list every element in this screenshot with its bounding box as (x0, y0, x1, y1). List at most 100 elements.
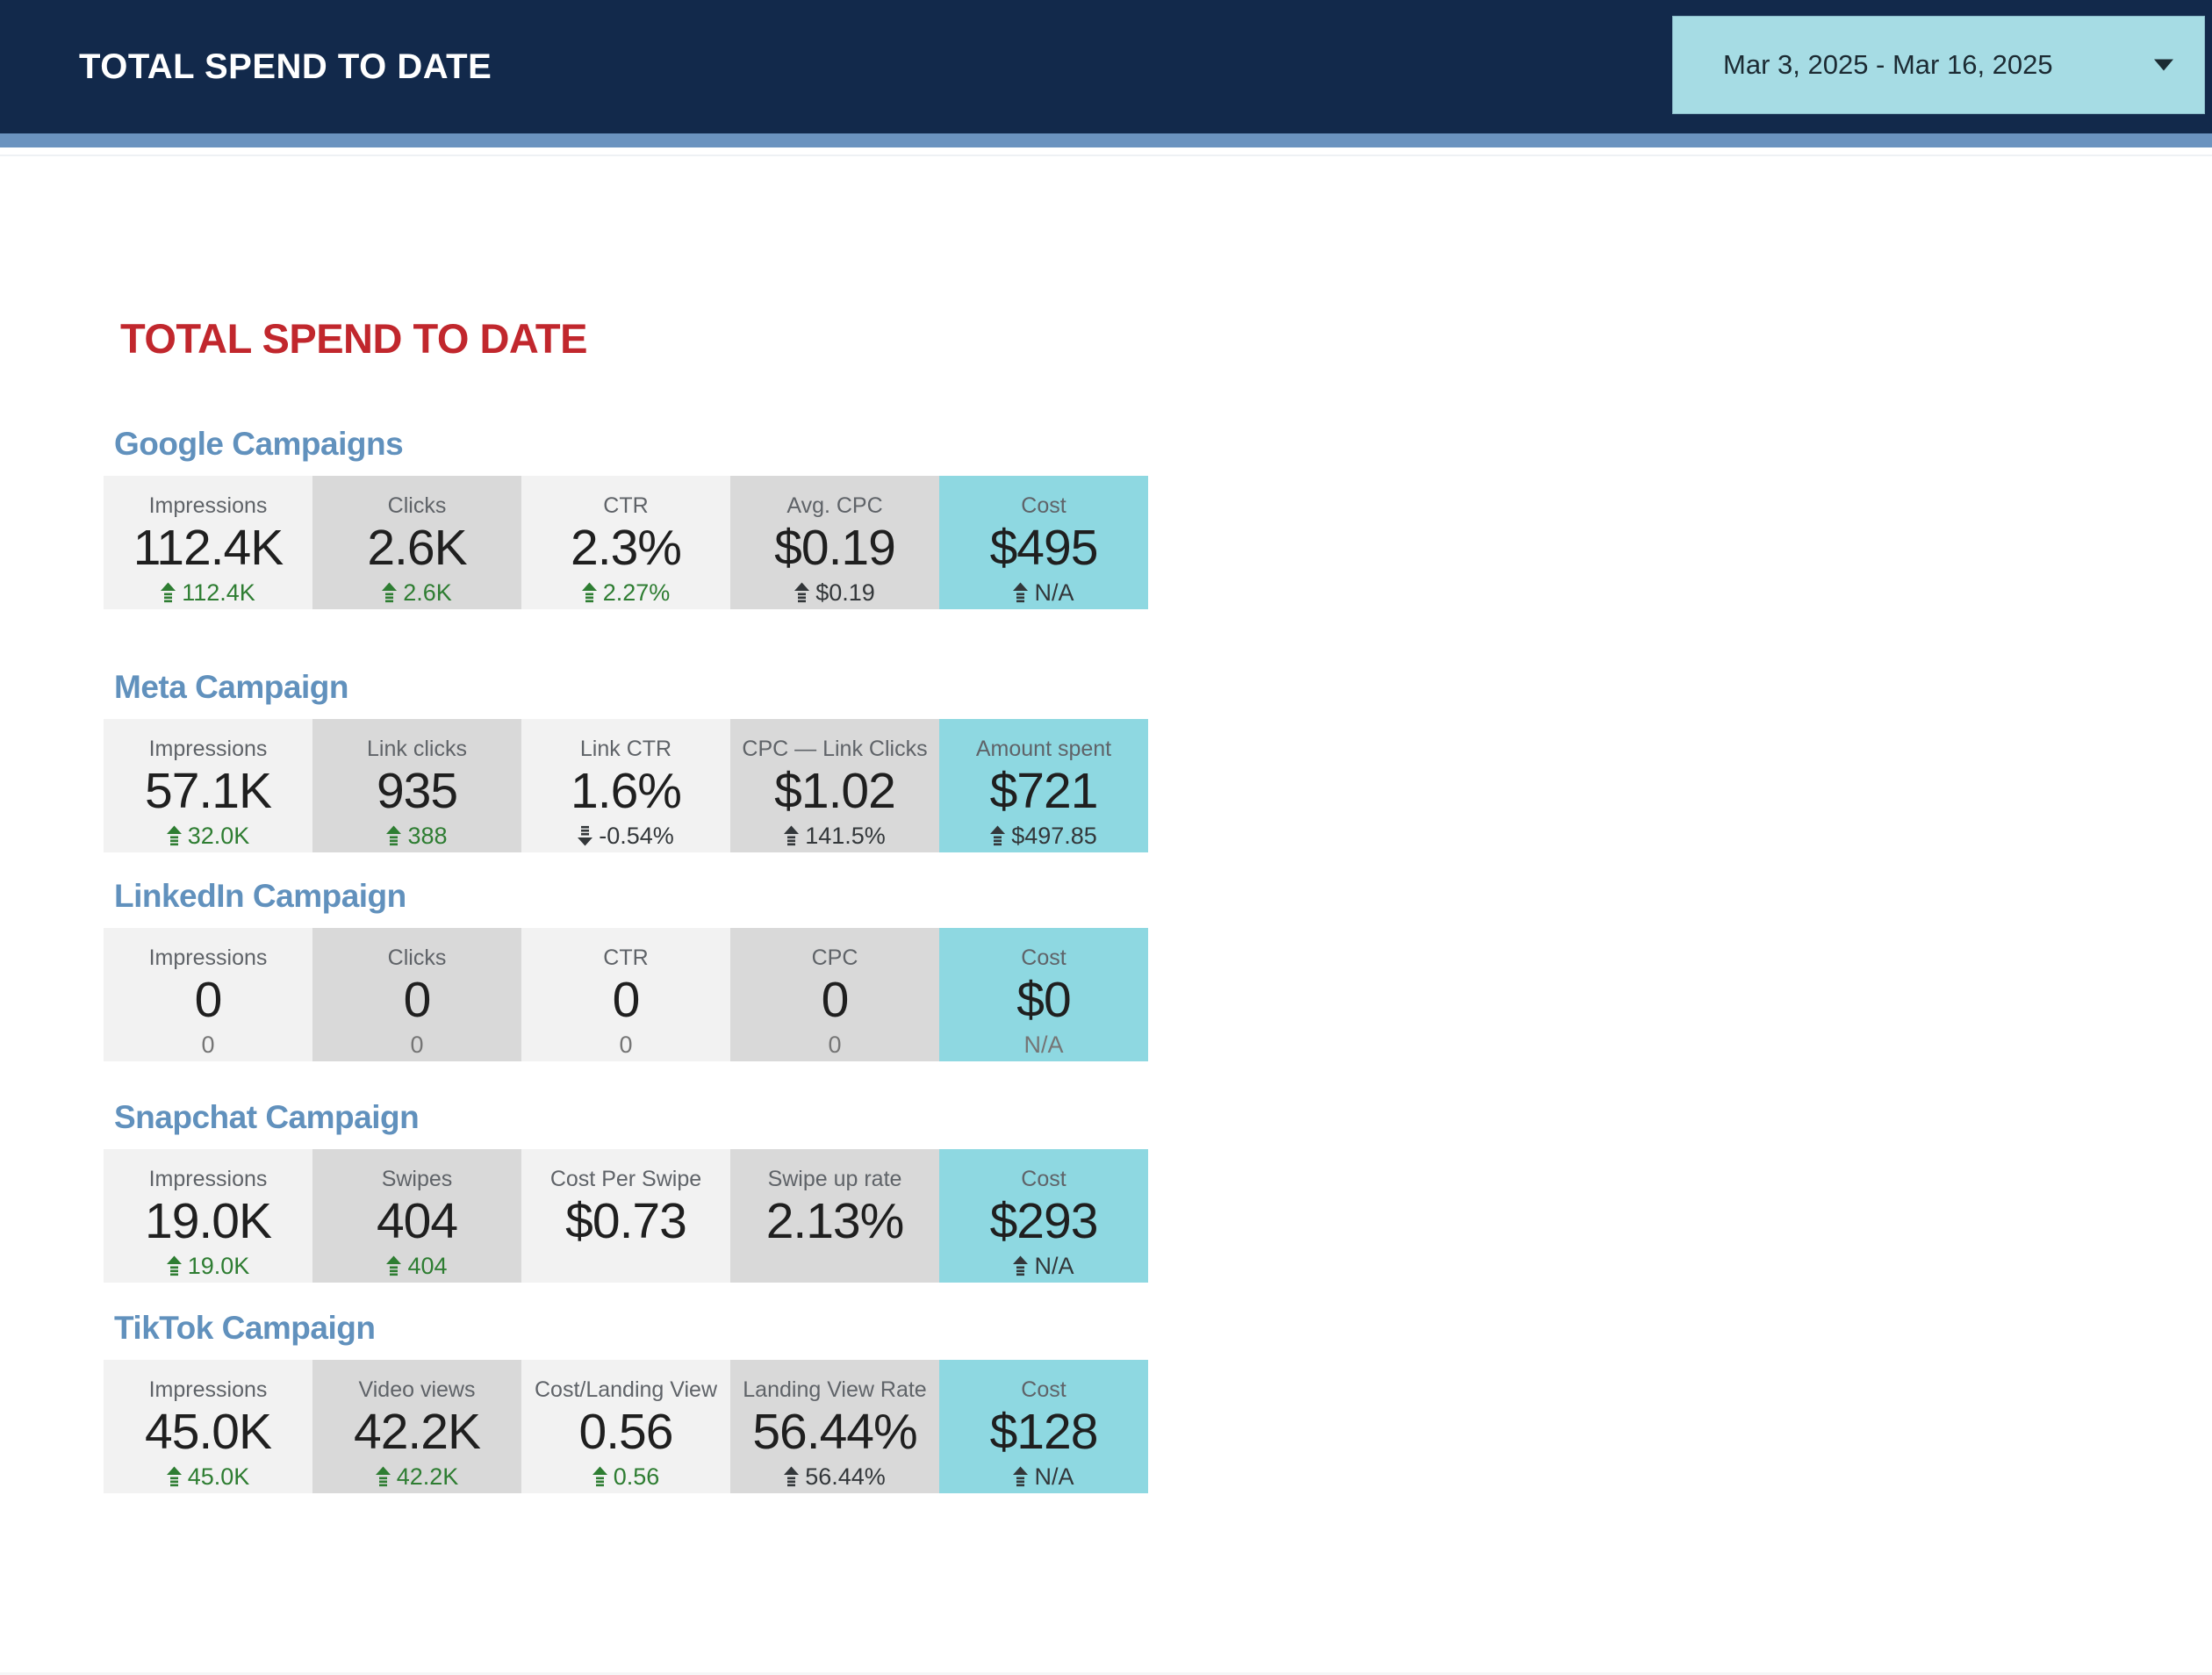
date-range-picker[interactable]: Mar 3, 2025 - Mar 16, 2025 (1672, 16, 2205, 114)
arrow-up-icon (581, 582, 597, 603)
scorecard-tile: CPC — Link Clicks $1.02 141.5% (730, 719, 939, 852)
metric-value: $0.73 (565, 1193, 687, 1249)
metric-label: Cost/Landing View (534, 1377, 717, 1402)
metric-delta: N/A (1023, 1031, 1063, 1059)
metric-label: Cost (1021, 1167, 1066, 1191)
scorecard-row: Impressions 112.4K 112.4K Clicks 2.6K 2.6K CTR… (104, 476, 1148, 609)
scorecard-tile: Impressions 45.0K 45.0K (104, 1360, 312, 1493)
metric-delta: $0.19 (794, 579, 875, 607)
metric-delta: 2.27% (581, 579, 670, 607)
metric-value: $293 (989, 1193, 1099, 1249)
metric-label: Swipe up rate (767, 1167, 902, 1191)
arrow-up-icon (1013, 582, 1029, 603)
metric-value: 2.13% (765, 1193, 905, 1249)
section-heading: LinkedIn Campaign (114, 878, 406, 914)
metric-value: 0 (821, 972, 850, 1028)
metric-delta: N/A (1013, 579, 1074, 607)
campaign-section: Google Campaigns Impressions 112.4K 112.4K C… (104, 425, 1148, 609)
scorecard-tile: Clicks 0 0 (312, 928, 521, 1061)
metric-label: Impressions (148, 1167, 268, 1191)
metric-delta: 2.6K (382, 579, 452, 607)
scorecard-tile: Clicks 2.6K 2.6K (312, 476, 521, 609)
delta-text: N/A (1034, 1253, 1074, 1279)
scorecard-row: Impressions 57.1K 32.0K Link clicks 935 388 Li… (104, 719, 1148, 852)
metric-label: Cost Per Swipe (549, 1167, 702, 1191)
metric-value: 2.6K (367, 520, 467, 576)
scorecard-tile: Swipe up rate 2.13% (730, 1149, 939, 1283)
arrow-up-icon (386, 825, 402, 846)
delta-text: 0 (828, 1032, 842, 1058)
delta-text: 45.0K (187, 1463, 250, 1490)
scorecard-tile: Impressions 19.0K 19.0K (104, 1149, 312, 1283)
metric-value: 45.0K (145, 1404, 272, 1460)
metric-label: Clicks (387, 945, 447, 970)
metric-label: Impressions (148, 493, 268, 518)
delta-text: 141.5% (805, 823, 886, 849)
metric-delta: -0.54% (578, 822, 674, 850)
metric-label: Link clicks (367, 737, 467, 761)
scorecard-tile: Link CTR 1.6% -0.54% (521, 719, 730, 852)
delta-text: 56.44% (805, 1463, 886, 1490)
metric-delta: $497.85 (990, 822, 1097, 850)
metric-value: $1.02 (774, 763, 896, 819)
metric-delta: 0.56 (592, 1463, 659, 1491)
metric-delta: 0 (410, 1031, 423, 1059)
scorecard-tile: CTR 0 0 (521, 928, 730, 1061)
scorecard-row: Impressions 19.0K 19.0K Swipes 404 404 Cost Pe… (104, 1149, 1148, 1283)
metric-delta: N/A (1013, 1252, 1074, 1280)
metric-value: $0 (1016, 972, 1071, 1028)
campaign-section: Snapchat Campaign Impressions 19.0K 19.0K Sw… (104, 1098, 1148, 1283)
metric-delta: 42.2K (375, 1463, 458, 1491)
metric-value: 935 (376, 763, 458, 819)
scorecard-tile: Video views 42.2K 42.2K (312, 1360, 521, 1493)
metric-delta: 19.0K (166, 1252, 249, 1280)
page-title: TOTAL SPEND TO DATE (120, 315, 587, 362)
metric-label: Amount spent (975, 737, 1112, 761)
arrow-up-icon (784, 1466, 800, 1487)
metric-value: $0.19 (774, 520, 896, 576)
delta-text: 0 (201, 1032, 215, 1058)
scorecard-tile: Cost $0 N/A (939, 928, 1148, 1061)
scorecard-tile: Amount spent $721 $497.85 (939, 719, 1148, 852)
delta-text: 32.0K (187, 823, 250, 849)
scorecard-tile: Cost $128 N/A (939, 1360, 1148, 1493)
scorecard-tile: Impressions 0 0 (104, 928, 312, 1061)
arrow-up-icon (166, 825, 182, 846)
scorecard-row: Impressions 45.0K 45.0K Video views 42.2K 42.… (104, 1360, 1148, 1493)
metric-label: CPC — Link Clicks (742, 737, 928, 761)
delta-text: $0.19 (815, 579, 875, 606)
delta-text: -0.54% (599, 823, 674, 849)
metric-value: 1.6% (571, 763, 682, 819)
metric-label: Impressions (148, 737, 268, 761)
arrow-up-icon (990, 825, 1006, 846)
section-heading: Meta Campaign (114, 669, 348, 705)
metric-value: 2.3% (571, 520, 682, 576)
header-divider (0, 155, 2212, 156)
metric-value: 56.44% (752, 1404, 917, 1460)
delta-text: N/A (1034, 1463, 1074, 1490)
metric-label: Cost (1021, 493, 1066, 518)
scorecard-tile: Cost/Landing View 0.56 0.56 (521, 1360, 730, 1493)
metric-delta: 0 (828, 1031, 841, 1059)
date-range-value: Mar 3, 2025 - Mar 16, 2025 (1723, 49, 2053, 80)
metric-value: 19.0K (145, 1193, 272, 1249)
scorecard-tile: Swipes 404 404 (312, 1149, 521, 1283)
arrow-up-icon (784, 825, 800, 846)
metric-value: 112.4K (133, 520, 284, 576)
metric-value: $721 (989, 763, 1099, 819)
header-title: TOTAL SPEND TO DATE (79, 47, 492, 86)
header-accent-strip (0, 133, 2212, 147)
scorecard-tile: Avg. CPC $0.19 $0.19 (730, 476, 939, 609)
delta-text: 0 (619, 1032, 633, 1058)
metric-value: 404 (376, 1193, 458, 1249)
metric-delta: 141.5% (784, 822, 886, 850)
delta-text: 112.4K (182, 579, 255, 606)
metric-label: Cost (1021, 945, 1066, 970)
metric-label: CPC (811, 945, 858, 970)
arrow-up-icon (166, 1466, 182, 1487)
arrow-up-icon (386, 1255, 402, 1276)
arrow-up-icon (382, 582, 398, 603)
metric-delta: 56.44% (784, 1463, 886, 1491)
metric-label: Swipes (381, 1167, 453, 1191)
metric-value: 0.56 (578, 1404, 674, 1460)
